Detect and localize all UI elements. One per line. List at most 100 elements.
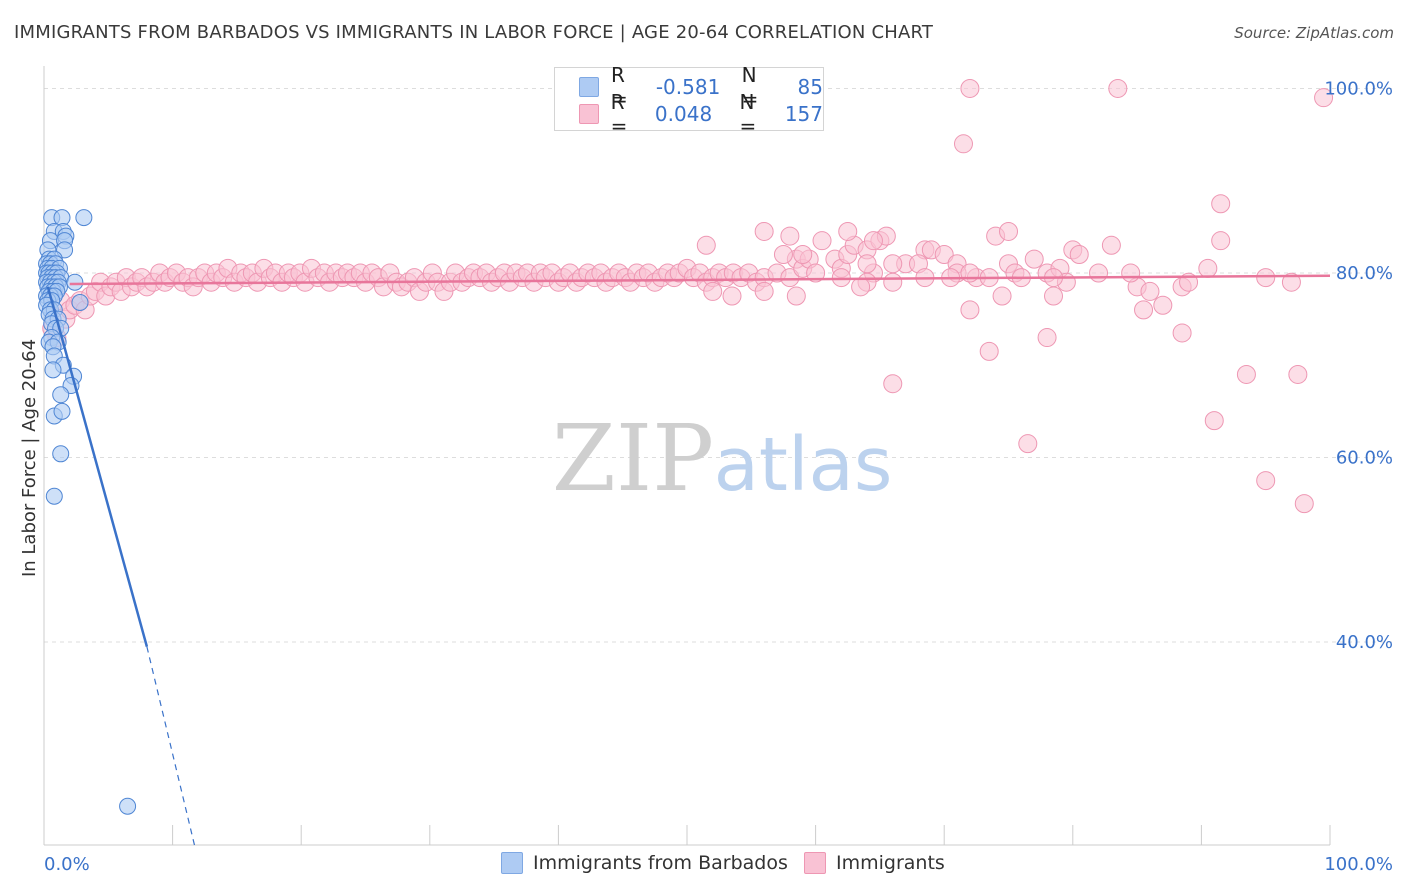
immigrants-point: [1211, 231, 1231, 251]
immigrants-point: [953, 134, 973, 154]
n-value: 85: [797, 75, 823, 99]
watermark: ZIP atlas: [552, 405, 893, 512]
chart-title: IMMIGRANTS FROM BARBADOS VS IMMIGRANTS I…: [14, 22, 934, 43]
immigrants-point: [793, 245, 813, 265]
immigrants-point: [722, 286, 742, 306]
immigrants-point: [1134, 300, 1154, 320]
n-label: N =: [739, 90, 757, 138]
immigrants-point: [780, 226, 800, 246]
legend-row-immigrants: R = 0.048 N = 157: [579, 90, 823, 138]
immigrants-point: [863, 231, 883, 251]
correlation-legend: R = -0.581 N = 85 R = 0.048 N = 157: [554, 63, 824, 138]
immigrants-point: [883, 374, 903, 394]
legend-label-immigrants: Immigrants: [836, 852, 945, 874]
immigrants-point: [754, 281, 774, 301]
barbados-trend-extension: [146, 646, 196, 846]
y-axis-label: In Labor Force | Age 20-64: [19, 339, 40, 577]
barbados-point: [71, 294, 89, 311]
legend-row-barbados: R = -0.581 N = 85: [579, 63, 823, 111]
immigrants-point: [773, 245, 793, 265]
immigrants-point: [786, 286, 806, 306]
r-label: R =: [610, 63, 628, 111]
tick-labels: 40.0% 60.0% 80.0% 100.0% 0.0% 100.0%: [44, 78, 1393, 875]
immigrants-point: [979, 341, 999, 361]
immigrants-point: [1236, 364, 1256, 384]
immigrants-trend-line: [69, 274, 1331, 286]
immigrants-point: [1044, 286, 1064, 306]
source-label: Source: ZipAtlas.com: [1234, 24, 1394, 42]
immigrants-point: [883, 254, 903, 274]
immigrants-point: [1288, 364, 1308, 384]
immigrants-point: [1037, 328, 1057, 348]
barbados-point: [52, 386, 70, 404]
barbados-trend-line: [46, 286, 149, 647]
y-tick-label: 60.0%: [1336, 448, 1393, 469]
immigrants-point: [806, 263, 826, 283]
r-label: R =: [610, 90, 628, 138]
immigrants-point: [1198, 258, 1218, 278]
immigrants-point: [1256, 471, 1276, 491]
immigrants-point: [1256, 268, 1276, 288]
immigrants-point: [1153, 295, 1173, 315]
barbados-point: [45, 487, 63, 505]
immigrants-point: [1108, 78, 1128, 98]
immigrants-point: [703, 281, 723, 301]
immigrants-point: [1089, 263, 1109, 283]
immigrants-point: [838, 221, 858, 241]
barbados-point: [44, 361, 62, 379]
legend-label-barbados: Immigrants from Barbados: [533, 852, 788, 874]
legend-item-barbados: Immigrants from Barbados: [501, 852, 788, 874]
immigrants-point: [1314, 88, 1334, 108]
y-tick-label: 80.0%: [1336, 263, 1393, 284]
n-label: N =: [741, 63, 759, 111]
immigrants-point: [1018, 434, 1038, 454]
immigrants-point: [883, 272, 903, 292]
immigrants-point: [1172, 323, 1192, 343]
immigrants-point: [812, 231, 832, 251]
legend-item-immigrants: Immigrants: [804, 852, 945, 874]
immigrants-point: [1121, 263, 1141, 283]
barbados-point: [52, 445, 70, 463]
immigrants-point: [1204, 411, 1224, 431]
barbados-point: [53, 402, 71, 420]
axes: [43, 66, 1331, 846]
immigrants-point: [960, 300, 980, 320]
immigrants-point: [831, 268, 851, 288]
barbados-point: [119, 797, 137, 815]
barbados-points: [38, 209, 137, 815]
immigrants-point: [999, 221, 1018, 241]
immigrants-point: [1140, 281, 1160, 301]
pink-swatch: [579, 104, 599, 124]
r-value: -0.581: [655, 75, 721, 99]
y-tick-label: 40.0%: [1336, 632, 1393, 653]
immigrants-point: [1281, 272, 1301, 292]
immigrants-point: [1294, 494, 1314, 514]
watermark-zip: ZIP: [552, 405, 714, 512]
x-tick-label-left: 0.0%: [44, 854, 90, 875]
x-tick-label-right: 100.0%: [1324, 854, 1393, 875]
immigrants-point: [857, 254, 877, 274]
n-value: 157: [784, 102, 823, 126]
immigrants-point: [780, 268, 800, 288]
immigrants-point: [992, 286, 1012, 306]
blue-swatch: [579, 77, 599, 97]
immigrants-point: [1211, 194, 1231, 214]
pink-swatch: [804, 852, 826, 874]
barbados-point: [75, 209, 93, 227]
immigrants-point: [754, 221, 774, 241]
barbados-point: [66, 273, 84, 291]
immigrants-point: [1101, 235, 1121, 255]
immigrants-point: [1024, 249, 1044, 269]
y-tick-label: 100.0%: [1324, 78, 1393, 99]
immigrants-point: [696, 235, 716, 255]
immigrants-point: [1069, 245, 1089, 265]
trend-lines: [46, 274, 1331, 846]
blue-swatch: [501, 852, 523, 874]
watermark-atlas: atlas: [714, 422, 893, 508]
r-value: 0.048: [654, 102, 713, 126]
immigrants-point: [960, 78, 980, 98]
immigrants-point: [934, 245, 954, 265]
gridlines: [44, 87, 1392, 643]
immigrants-point: [851, 277, 871, 297]
